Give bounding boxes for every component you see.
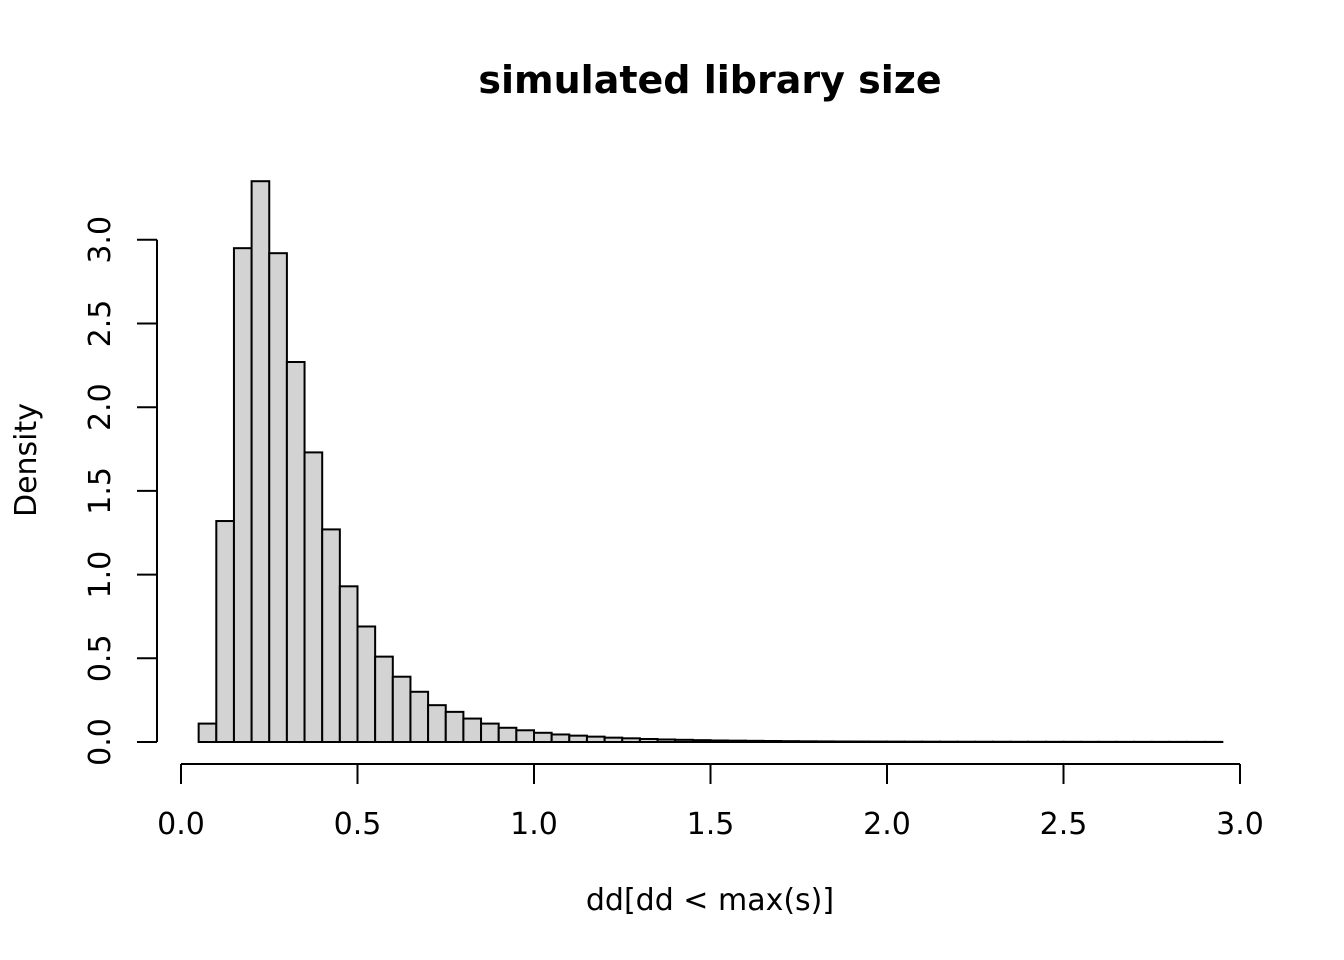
histogram-bar <box>409 690 430 744</box>
histogram-bar <box>391 675 412 744</box>
histogram-bar <box>374 655 394 744</box>
y-tick-label: 1.5 <box>83 467 118 515</box>
histogram-bar <box>356 625 377 743</box>
histogram-bar <box>656 738 677 743</box>
x-tick-label: 1.0 <box>510 807 558 842</box>
histogram-bar <box>744 739 765 744</box>
histogram-bar <box>268 252 288 743</box>
histogram-bar <box>462 717 483 743</box>
histogram-bar <box>215 520 235 744</box>
histogram-bar <box>603 736 624 744</box>
histogram-bar <box>232 247 253 743</box>
x-tick-label: 0.0 <box>157 807 205 842</box>
histogram-bar <box>533 731 553 743</box>
histogram-bar <box>285 361 306 743</box>
histogram-bar <box>674 738 694 744</box>
histogram-bar <box>815 740 836 743</box>
y-tick-label: 1.0 <box>83 551 118 599</box>
y-axis-label: Density <box>9 403 44 517</box>
histogram-bar <box>197 722 218 744</box>
y-tick-label: 0.0 <box>83 718 118 766</box>
histogram-bar <box>621 737 641 744</box>
histogram-bar <box>444 710 465 743</box>
x-tick-label: 2.5 <box>1040 807 1088 842</box>
y-axis: 0.0 0.5 1.0 1.5 2.0 2.5 3.0 <box>83 216 158 766</box>
x-tick-label: 2.0 <box>863 807 911 842</box>
x-axis: 0.0 0.5 1.0 1.5 2.0 2.5 3.0 <box>157 763 1264 842</box>
x-tick-label: 3.0 <box>1216 807 1264 842</box>
histogram-bar <box>550 733 571 743</box>
histogram-bar <box>321 528 341 744</box>
histogram-bar <box>250 180 271 743</box>
y-tick-label: 3.0 <box>83 216 118 264</box>
histogram-bar <box>780 740 800 743</box>
histogram-bar <box>585 735 606 744</box>
histogram-bar <box>762 740 783 743</box>
x-tick-label: 1.5 <box>687 807 735 842</box>
histogram-bar <box>833 740 853 743</box>
histogram-bar <box>303 451 324 743</box>
histogram-bar <box>709 739 730 743</box>
histogram-bar <box>797 740 818 744</box>
x-tick-label: 0.5 <box>334 807 382 842</box>
histogram-bar <box>638 737 659 743</box>
histogram-bar <box>691 739 712 743</box>
histogram-bar <box>568 734 588 744</box>
x-axis-label: dd[dd < max(s)] <box>586 883 834 918</box>
histogram-bar <box>497 726 518 744</box>
histogram-bar <box>338 585 359 743</box>
y-tick-label: 2.0 <box>83 383 118 431</box>
histogram-bars <box>197 180 1224 744</box>
chart-title: simulated library size <box>478 58 941 102</box>
y-tick-label: 0.5 <box>83 634 118 682</box>
histogram-bar <box>480 722 500 744</box>
histogram-bar <box>515 729 535 744</box>
y-tick-label: 2.5 <box>83 300 118 348</box>
histogram-bar <box>427 704 447 743</box>
histogram-bar <box>727 739 747 743</box>
